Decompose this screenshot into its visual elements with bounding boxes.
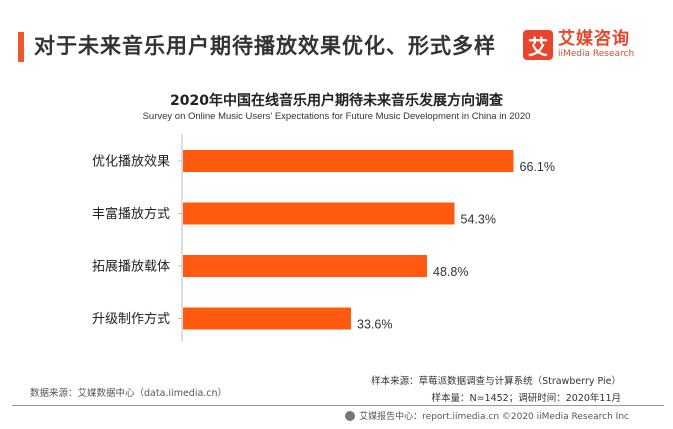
- category-label: 升级制作方式: [92, 311, 170, 327]
- brand-logo-icon: 艾: [523, 30, 553, 60]
- sample-info-note: 样本量：N=1452；调研时间：2020年11月: [431, 393, 621, 404]
- brand-logo: 艾 艾媒咨询 iiMedia Research: [523, 30, 634, 60]
- footer-divider: [12, 405, 664, 406]
- sample-source-note: 样本来源：草莓派数据调查与计算系统（Strawberry Pie）: [371, 376, 621, 387]
- data-source-note: 数据来源：艾媒数据中心（data.iimedia.cn）: [30, 388, 228, 399]
- category-label: 拓展播放载体: [92, 260, 170, 275]
- chart-title: 2020年中国在线音乐用户期待未来音乐发展方向调查: [170, 93, 503, 109]
- page-title: 对于未来音乐用户期待播放效果优化、形式多样: [34, 34, 496, 58]
- category-label: 丰富播放方式: [92, 206, 170, 222]
- bar: [183, 255, 427, 277]
- copyright-text: 艾媒报告中心：report.iimedia.cn ©2020 iiMedia R…: [359, 412, 629, 422]
- bar-chart: 优化播放效果 66.1% 丰富播放方式 54.3% 拓展播放载体 48.8% 升级制作方式 3…: [92, 134, 555, 342]
- bar: [183, 150, 514, 172]
- report-center-icon: [345, 410, 356, 421]
- copyright-footer: 艾媒报告中心：report.iimedia.cn ©2020 iiMedia R…: [345, 409, 629, 422]
- data-label: 33.6%: [357, 318, 392, 332]
- chart-subtitle: Survey on Online Music Users' Expectatio…: [142, 111, 531, 122]
- data-label: 66.1%: [520, 160, 555, 174]
- headline-accent-bar: [18, 32, 24, 62]
- data-label: 48.8%: [433, 265, 468, 279]
- category-label: 优化播放效果: [92, 155, 170, 170]
- bar: [183, 202, 455, 225]
- brand-name-en: iiMedia Research: [558, 49, 635, 59]
- bar: [183, 307, 351, 330]
- brand-name-cn: 艾媒咨询: [558, 29, 630, 49]
- brand-text: 艾媒咨询 iiMedia Research: [558, 31, 634, 59]
- data-label: 54.3%: [461, 213, 496, 227]
